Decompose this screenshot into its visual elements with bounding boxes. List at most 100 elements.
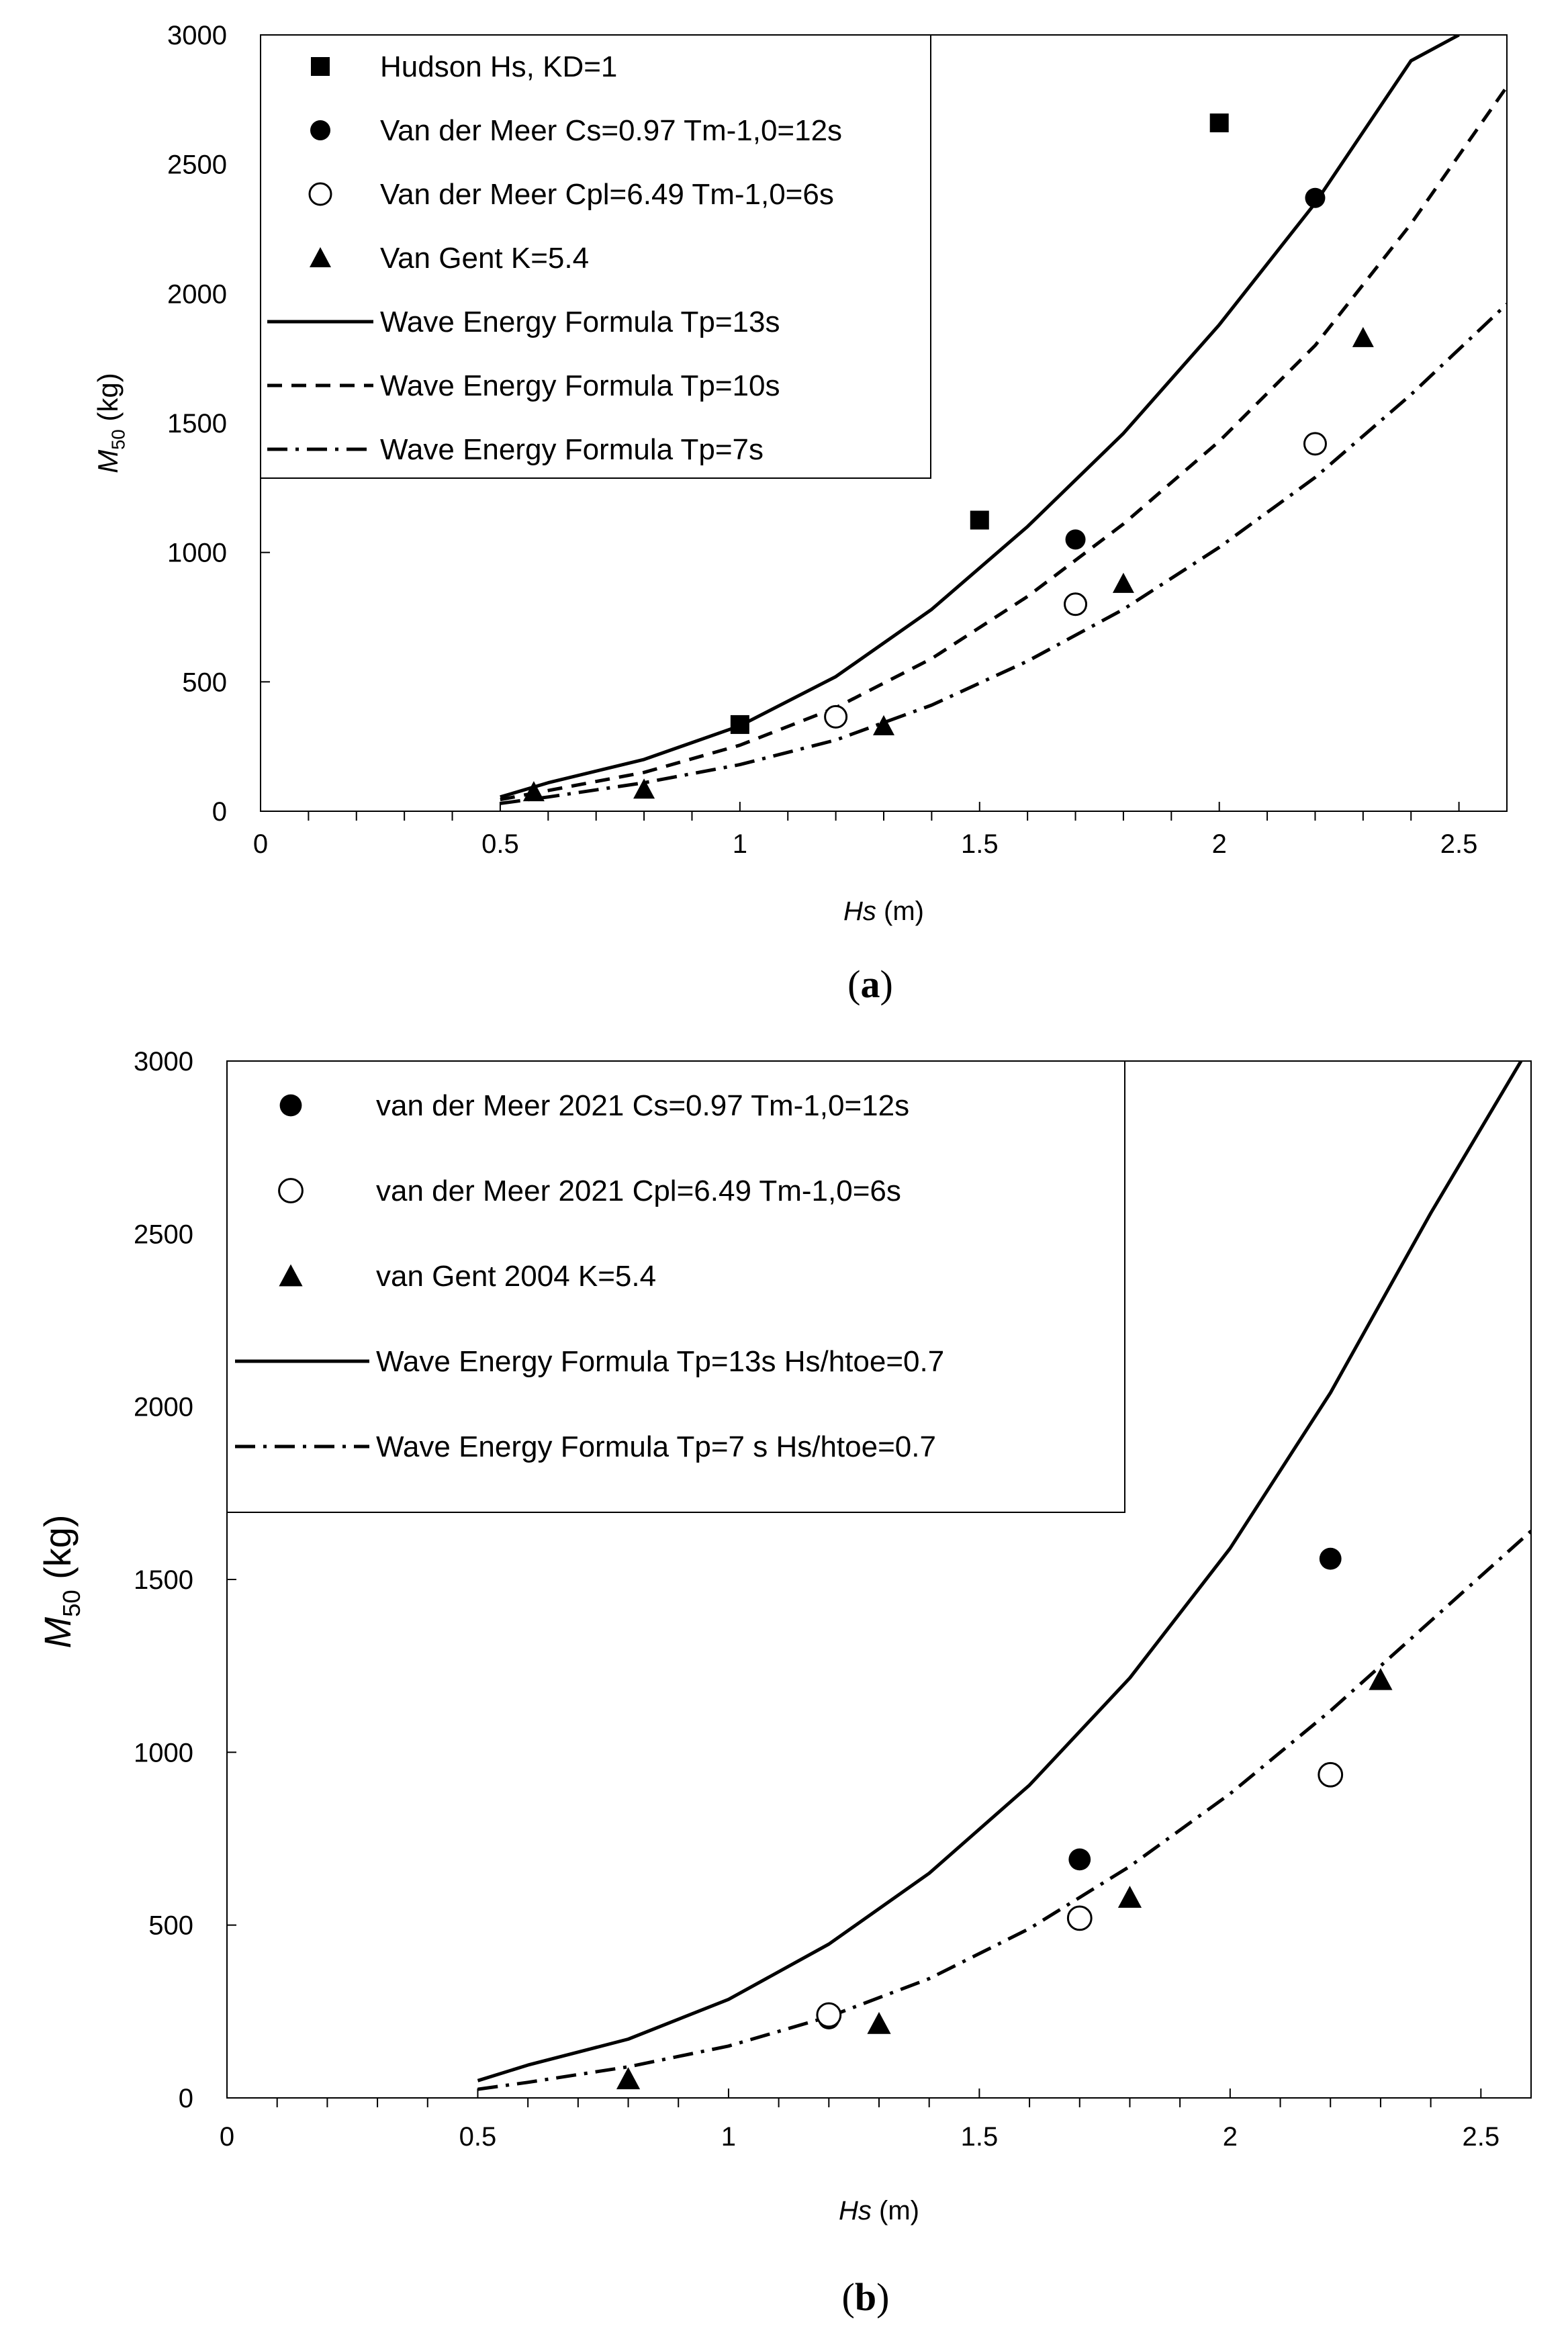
y-tick-label: 2500: [167, 150, 227, 180]
x-axis-label-unit: (m): [876, 897, 924, 926]
data-point: [1319, 1547, 1342, 1570]
x-tick-label: 1: [733, 829, 747, 859]
data-point: [1068, 1848, 1091, 1871]
data-point: [1318, 1761, 1344, 1788]
y-tick-label: 1500: [167, 409, 227, 439]
y-axis-label-main: M: [92, 450, 124, 473]
legend-label: van Gent 2004 K=5.4: [376, 1260, 656, 1293]
x-tick-label: 1.5: [961, 829, 999, 859]
data-point: [1066, 1905, 1093, 1931]
x-tick-label: 2.5: [1463, 2122, 1500, 2152]
y-axis-label-unit: (kg): [92, 373, 124, 429]
data-point: [873, 715, 894, 735]
series-line: [477, 1061, 1523, 2082]
data-point: [970, 510, 989, 530]
y-tick-label: 3000: [134, 1047, 193, 1076]
legend-marker: [311, 57, 330, 76]
y-axis-label: M50 (kg): [36, 1514, 85, 1648]
y-tick-label: 3000: [167, 21, 227, 50]
x-tick-label: 1.5: [961, 2122, 999, 2152]
x-axis-label: Hs (m): [843, 897, 924, 926]
y-axis-label-sub: 50: [58, 1590, 85, 1616]
legend-box: [226, 1060, 1125, 1513]
y-tick-label: 500: [182, 668, 227, 697]
y-tick-label: 500: [148, 1911, 193, 1941]
legend-label: Wave Energy Formula Tp=13s Hs/htoe=0.7: [376, 1345, 944, 1378]
caption-close: ): [876, 2275, 889, 2319]
series-line: [477, 1530, 1531, 2091]
caption-open: (: [847, 962, 860, 1006]
caption-close: ): [880, 962, 893, 1006]
y-tick-label: 0: [179, 2084, 193, 2113]
data-point: [730, 715, 749, 734]
x-axis-label-unit: (m): [872, 2196, 919, 2225]
y-axis-label-sub: 50: [108, 429, 129, 449]
y-axis-label-main: M: [36, 1617, 79, 1649]
x-tick-label: 0.5: [481, 829, 519, 859]
x-tick-label: 2.5: [1440, 829, 1478, 859]
legend-label: Van der Meer Cs=0.97 Tm-1,0=12s: [380, 114, 842, 147]
y-tick-label: 1500: [134, 1565, 193, 1595]
legend-marker: [279, 1264, 303, 1287]
legend-marker: [308, 182, 332, 206]
legend-label: Van der Meer Cpl=6.49 Tm-1,0=6s: [380, 178, 834, 211]
legend-marker: [278, 1178, 304, 1203]
legend-label: Van Gent K=5.4: [380, 242, 589, 275]
caption-letter: a: [861, 962, 880, 1006]
y-tick-label: 2000: [167, 279, 227, 309]
plot-area: [477, 1061, 1531, 2091]
legend-label: Wave Energy Formula Tp=13s: [380, 306, 780, 338]
x-axis-label-variable: Hs: [839, 2196, 872, 2225]
caption-letter: b: [855, 2275, 876, 2319]
legend-label: van der Meer 2021 Cs=0.97 Tm-1,0=12s: [376, 1089, 909, 1122]
legend-label: Wave Energy Formula Tp=7s: [380, 433, 764, 466]
x-tick-label: 1: [721, 2122, 736, 2152]
x-tick-label: 0: [220, 2122, 234, 2152]
panel-caption: (a): [847, 962, 893, 1006]
legend-marker: [310, 120, 330, 140]
legend-label: Hudson Hs, KD=1: [380, 50, 617, 83]
data-point: [867, 2011, 891, 2034]
data-point: [1209, 113, 1229, 133]
legend-marker: [279, 1094, 302, 1117]
x-tick-label: 0.5: [459, 2122, 497, 2152]
data-point: [1065, 529, 1086, 550]
panel-caption: (b): [842, 2275, 890, 2319]
data-point: [1112, 572, 1134, 593]
data-point: [1352, 326, 1374, 347]
data-point: [522, 781, 545, 802]
y-tick-label: 1000: [134, 1738, 193, 1768]
data-point: [1064, 592, 1088, 616]
series-line: [500, 302, 1507, 805]
legend-box: [260, 34, 931, 479]
legend-marker: [310, 247, 331, 267]
x-axis-label-variable: Hs: [843, 897, 876, 926]
x-axis-label: Hs (m): [839, 2196, 919, 2225]
series-line: [500, 85, 1507, 802]
y-tick-label: 0: [212, 797, 227, 827]
y-tick-label: 2500: [134, 1220, 193, 1249]
data-point: [616, 2067, 641, 2090]
plot-area: [500, 35, 1507, 805]
x-tick-label: 0: [253, 829, 268, 859]
x-tick-label: 2: [1223, 2122, 1238, 2152]
y-axis-label: M50 (kg): [92, 373, 129, 473]
data-point: [1305, 187, 1326, 208]
chart-panel-a: 0 0.5 1 1.5 2 2.5 0 500 1000 1500 2000 2500 3000 Hs (…: [92, 21, 1508, 1006]
data-point: [824, 704, 848, 729]
legend-label: Wave Energy Formula Tp=10s: [380, 369, 780, 402]
y-tick-label: 2000: [134, 1393, 193, 1422]
data-point: [1369, 1667, 1393, 1690]
data-point: [816, 2002, 842, 2028]
series-line: [500, 35, 1460, 799]
legend-label: van der Meer 2021 Cpl=6.49 Tm-1,0=6s: [376, 1175, 901, 1207]
legend-label: Wave Energy Formula Tp=7 s Hs/htoe=0.7: [376, 1430, 936, 1463]
x-tick-label: 2: [1212, 829, 1227, 859]
chart-panel-b: 0 0.5 1 1.5 2 2.5 0 500 1000 1500 2000 2500 3000 Hs (…: [36, 1047, 1532, 2319]
caption-open: (: [842, 2275, 855, 2319]
data-point: [1117, 1886, 1142, 1908]
y-tick-label: 1000: [167, 539, 227, 568]
data-point: [1303, 432, 1327, 456]
data-point: [633, 778, 655, 799]
